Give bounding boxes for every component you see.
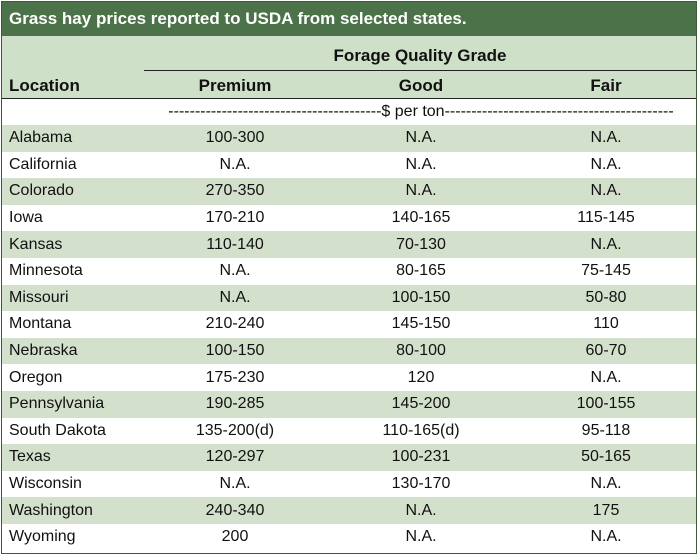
cell-fair: 95-118	[516, 417, 696, 445]
cell-good: 120	[326, 364, 516, 391]
column-header-location: Location	[9, 76, 80, 95]
table-body: Alabama 100-300 N.A. N.A. California N.A. N.A.…	[2, 125, 696, 551]
cell-location: Minnesota	[2, 257, 144, 285]
cell-good: 80-100	[326, 337, 516, 365]
cell-premium: 175-230	[144, 364, 326, 391]
cell-premium: 270-350	[144, 178, 326, 205]
cell-premium: 240-340	[144, 497, 326, 524]
cell-fair: 60-70	[516, 337, 696, 365]
cell-location: Alabama	[2, 125, 144, 152]
cell-fair: N.A.	[516, 125, 696, 152]
cell-premium: 170-210	[144, 204, 326, 232]
price-table: Alabama 100-300 N.A. N.A. California N.A. N.A.…	[2, 125, 696, 551]
cell-fair: 75-145	[516, 257, 696, 285]
cell-premium: 120-297	[144, 444, 326, 471]
cell-location: Kansas	[2, 231, 144, 258]
table-row: Missouri N.A. 100-150 50-80	[2, 284, 696, 312]
cell-fair: 100-155	[516, 390, 696, 418]
table-row: Washington 240-340 N.A. 175	[2, 497, 696, 524]
table-title: Grass hay prices reported to USDA from s…	[2, 2, 696, 36]
cell-good: N.A.	[326, 125, 516, 152]
group-header-rule	[144, 70, 696, 71]
cell-location: Colorado	[2, 178, 144, 205]
cell-premium: 190-285	[144, 390, 326, 418]
cell-premium: N.A.	[144, 257, 326, 285]
cell-good: 140-165	[326, 204, 516, 232]
cell-location: Nebraska	[2, 337, 144, 365]
cell-fair: N.A.	[516, 178, 696, 205]
cell-good: 145-200	[326, 390, 516, 418]
cell-good: 70-130	[326, 231, 516, 258]
column-header-premium: Premium	[198, 76, 272, 95]
table-row: Kansas 110-140 70-130 N.A.	[2, 231, 696, 258]
cell-fair: 115-145	[516, 204, 696, 232]
cell-premium: 135-200(d)	[144, 417, 326, 445]
column-header-fair: Fair	[590, 76, 622, 95]
cell-fair: N.A.	[516, 470, 696, 498]
cell-fair: N.A.	[516, 523, 696, 551]
table-row: Wyoming 200 N.A. N.A.	[2, 523, 696, 551]
cell-premium: N.A.	[144, 470, 326, 498]
cell-location: Wisconsin	[2, 470, 144, 498]
cell-location: Montana	[2, 311, 144, 338]
table-row: Iowa 170-210 140-165 115-145	[2, 204, 696, 232]
cell-premium: 200	[144, 523, 326, 551]
cell-fair: 50-80	[516, 284, 696, 312]
cell-fair: 50-165	[516, 444, 696, 471]
table-row: Oregon 175-230 120 N.A.	[2, 364, 696, 391]
cell-fair: 110	[516, 311, 696, 338]
cell-location: Pennsylvania	[2, 390, 144, 418]
table-row: Colorado 270-350 N.A. N.A.	[2, 178, 696, 205]
cell-good: 130-170	[326, 470, 516, 498]
cell-fair: N.A.	[516, 231, 696, 258]
cell-premium: 110-140	[144, 231, 326, 258]
cell-good: 110-165(d)	[326, 417, 516, 445]
cell-fair: N.A.	[516, 151, 696, 179]
table-row: California N.A. N.A. N.A.	[2, 151, 696, 179]
cell-premium: N.A.	[144, 284, 326, 312]
group-header-label: Forage Quality Grade	[333, 46, 507, 65]
cell-location: Texas	[2, 444, 144, 471]
table-row: Nebraska 100-150 80-100 60-70	[2, 337, 696, 365]
table-row: Montana 210-240 145-150 110	[2, 311, 696, 338]
cell-good: 80-165	[326, 257, 516, 285]
header-bottom-rule	[2, 98, 696, 99]
cell-premium: N.A.	[144, 151, 326, 179]
table-row: Texas 120-297 100-231 50-165	[2, 444, 696, 471]
cell-fair: 175	[516, 497, 696, 524]
cell-good: N.A.	[326, 178, 516, 205]
cell-good: 100-231	[326, 444, 516, 471]
table-row: Wisconsin N.A. 130-170 N.A.	[2, 470, 696, 498]
cell-good: N.A.	[326, 523, 516, 551]
cell-good: 145-150	[326, 311, 516, 338]
table-row: South Dakota 135-200(d) 110-165(d) 95-118	[2, 417, 696, 445]
table-row: Minnesota N.A. 80-165 75-145	[2, 257, 696, 285]
table-row: Pennsylvania 190-285 145-200 100-155	[2, 390, 696, 418]
table-row: Alabama 100-300 N.A. N.A.	[2, 125, 696, 152]
cell-good: N.A.	[326, 151, 516, 179]
cell-location: Washington	[2, 497, 144, 524]
cell-location: South Dakota	[2, 417, 144, 445]
cell-location: Missouri	[2, 284, 144, 312]
cell-location: Wyoming	[2, 523, 144, 551]
column-header-good: Good	[398, 76, 444, 95]
unit-row: ----------------------------------------…	[2, 99, 696, 125]
table-header: Forage Quality Grade Location Premium Go…	[2, 36, 696, 99]
cell-fair: N.A.	[516, 364, 696, 391]
cell-location: Iowa	[2, 204, 144, 232]
cell-location: Oregon	[2, 364, 144, 391]
cell-good: 100-150	[326, 284, 516, 312]
cell-location: California	[2, 151, 144, 179]
cell-premium: 100-300	[144, 125, 326, 152]
cell-good: N.A.	[326, 497, 516, 524]
unit-label: ----------------------------------------…	[168, 103, 674, 120]
cell-premium: 100-150	[144, 337, 326, 365]
cell-premium: 210-240	[144, 311, 326, 338]
